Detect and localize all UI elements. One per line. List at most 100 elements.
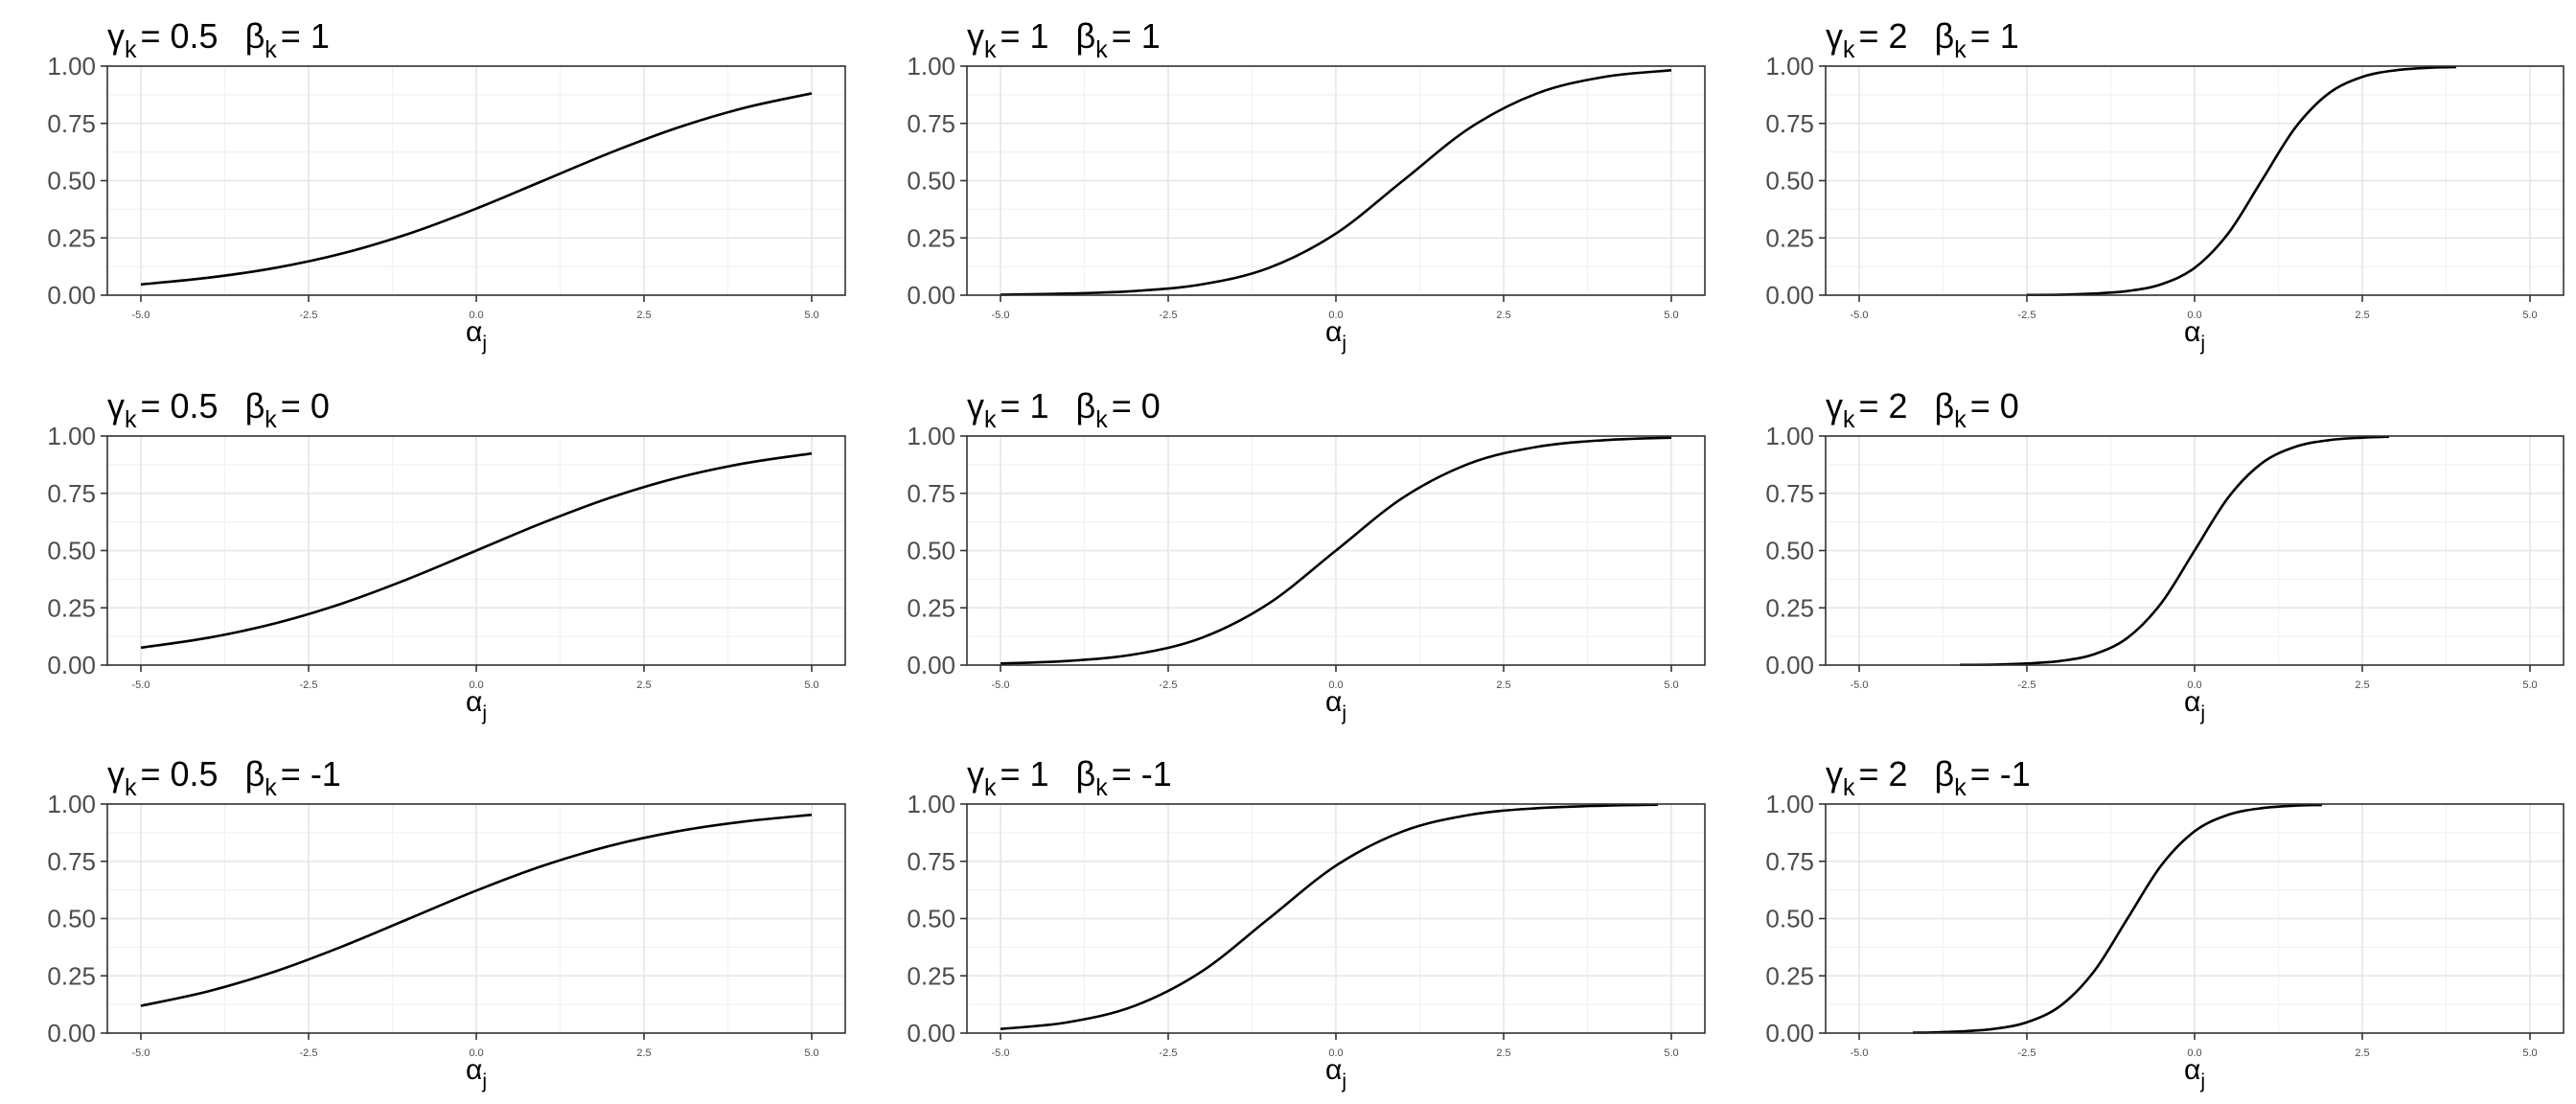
y-tick-label: 0.25 xyxy=(907,223,955,252)
title-gamma-value: = 1 xyxy=(1000,386,1049,426)
x-tick-label: 2.5 xyxy=(2355,679,2369,691)
y-tick-label: 0.50 xyxy=(907,537,955,565)
title-gamma-value: = 2 xyxy=(1859,16,1908,56)
x-tick-label: 2.5 xyxy=(636,310,651,321)
title-beta-value: = -1 xyxy=(1112,754,1172,794)
title-beta-value: = -1 xyxy=(1970,754,2031,794)
y-tick-label: 0.50 xyxy=(47,537,96,565)
x-tick-label: 5.0 xyxy=(1664,679,1678,691)
title-beta-subscript: k xyxy=(1954,774,1966,801)
x-axis-label: αj xyxy=(466,1054,487,1092)
y-tick-label: 1.00 xyxy=(907,422,955,450)
y-tick-label: 0.00 xyxy=(47,1019,96,1047)
panel-6: 0.00 0.25 0.50 0.75 1.00 -5.0 -2.5 0.0 2.5 5.0 αj γ… xyxy=(1765,386,2564,724)
title-beta-symbol: β xyxy=(1076,754,1096,794)
title-gamma-subscript: k xyxy=(984,774,997,801)
x-tick-label: -2.5 xyxy=(2018,1047,2036,1059)
panel-title: γk = 1 βk = 1 xyxy=(967,16,1161,63)
x-tick-label: 0.0 xyxy=(1328,1047,1343,1059)
y-tick-label: 0.50 xyxy=(907,905,955,933)
y-tick-label: 0.75 xyxy=(1765,847,1814,876)
y-tick-label: 0.50 xyxy=(47,167,96,196)
x-tick-label: -2.5 xyxy=(300,679,318,691)
x-tick-label: -5.0 xyxy=(1851,310,1869,321)
y-tick-label: 1.00 xyxy=(1765,790,1814,818)
panel-title: γk = 2 βk = 0 xyxy=(1826,386,2019,433)
title-beta-subscript: k xyxy=(1095,36,1108,63)
panel-title: γk = 2 βk = -1 xyxy=(1826,754,2031,801)
x-tick-label: 0.0 xyxy=(469,679,483,691)
title-gamma-symbol: γ xyxy=(107,754,125,794)
x-axis-label-base: α xyxy=(466,316,482,348)
series-line xyxy=(1000,803,1659,1030)
title-gamma-symbol: γ xyxy=(967,386,984,426)
title-gamma-symbol: γ xyxy=(1826,386,1843,426)
x-tick-label: -5.0 xyxy=(132,310,150,321)
title-gamma-symbol: γ xyxy=(107,16,125,56)
x-axis-label-base: α xyxy=(1325,686,1342,718)
x-axis-label-base: α xyxy=(1325,316,1342,348)
x-tick-label: 2.5 xyxy=(1496,1047,1510,1059)
x-axis-label: αj xyxy=(466,316,487,355)
x-axis-label-subscript: j xyxy=(2199,333,2205,355)
x-axis-label-subscript: j xyxy=(481,1070,487,1092)
series-line xyxy=(1912,803,2323,1034)
panel-3: 0.00 0.25 0.50 0.75 1.00 -5.0 -2.5 0.0 2.5 5.0 αj γ… xyxy=(1765,16,2564,355)
panel-1: 0.00 0.25 0.50 0.75 1.00 -5.0 -2.5 0.0 2.5 5.0 αj γ… xyxy=(47,16,846,355)
y-tick-label: 0.00 xyxy=(907,281,955,310)
y-tick-label: 1.00 xyxy=(1765,52,1814,80)
y-tick-label: 0.50 xyxy=(47,905,96,933)
panel-title: γk = 2 βk = 1 xyxy=(1826,16,2019,63)
y-tick-label: 0.75 xyxy=(907,847,955,876)
y-tick-label: 0.00 xyxy=(1765,281,1814,310)
x-axis-label-base: α xyxy=(1325,1054,1342,1086)
x-tick-label: 2.5 xyxy=(1496,679,1510,691)
x-tick-label: -2.5 xyxy=(2018,310,2036,321)
title-beta-subscript: k xyxy=(264,774,277,801)
y-tick-label: 0.25 xyxy=(907,593,955,622)
title-gamma-subscript: k xyxy=(1843,36,1855,63)
series-line xyxy=(140,451,813,650)
y-tick-label: 0.75 xyxy=(47,847,96,876)
title-beta-subscript: k xyxy=(1095,406,1108,433)
panel-5: 0.00 0.25 0.50 0.75 1.00 -5.0 -2.5 0.0 2.5 5.0 αj γ… xyxy=(907,386,1706,724)
title-beta-value: = 0 xyxy=(281,386,330,426)
x-axis-label-base: α xyxy=(466,686,482,718)
x-axis-label: αj xyxy=(2184,1054,2205,1092)
y-tick-label: 1.00 xyxy=(907,790,955,818)
y-tick-label: 0.25 xyxy=(907,961,955,990)
y-tick-label: 0.75 xyxy=(1765,479,1814,508)
x-axis-label-subscript: j xyxy=(481,702,487,724)
x-tick-label: 0.0 xyxy=(2187,310,2201,321)
y-tick-label: 0.00 xyxy=(1765,1019,1814,1047)
x-tick-label: 5.0 xyxy=(2522,1047,2537,1059)
x-tick-label: 0.0 xyxy=(1328,310,1343,321)
y-tick-label: 0.75 xyxy=(47,109,96,138)
panel-title: γk = 0.5 βk = -1 xyxy=(107,754,341,801)
y-tick-label: 0.00 xyxy=(907,651,955,679)
title-beta-symbol: β xyxy=(1935,386,1955,426)
y-tick-label: 0.25 xyxy=(47,593,96,622)
series-line xyxy=(1000,436,1672,665)
title-gamma-value: = 2 xyxy=(1859,386,1908,426)
x-tick-label: -2.5 xyxy=(1160,679,1178,691)
x-tick-label: -5.0 xyxy=(992,1047,1010,1059)
title-gamma-subscript: k xyxy=(984,36,997,63)
title-beta-subscript: k xyxy=(264,406,277,433)
title-gamma-value: = 0.5 xyxy=(141,386,218,426)
x-tick-label: -5.0 xyxy=(992,310,1010,321)
x-tick-label: -5.0 xyxy=(1851,679,1869,691)
title-gamma-symbol: γ xyxy=(1826,754,1843,794)
x-tick-label: 5.0 xyxy=(804,679,818,691)
x-tick-label: 0.0 xyxy=(469,310,483,321)
title-beta-value: = 0 xyxy=(1112,386,1161,426)
panel-title: γk = 1 βk = -1 xyxy=(967,754,1172,801)
x-tick-label: 0.0 xyxy=(2187,679,2201,691)
title-gamma-symbol: γ xyxy=(107,386,125,426)
panel-4: 0.00 0.25 0.50 0.75 1.00 -5.0 -2.5 0.0 2.5 5.0 αj γ… xyxy=(47,386,846,724)
x-tick-label: 2.5 xyxy=(2355,310,2369,321)
x-tick-label: 2.5 xyxy=(2355,1047,2369,1059)
panel-title: γk = 1 βk = 0 xyxy=(967,386,1161,433)
title-beta-subscript: k xyxy=(1954,406,1966,433)
